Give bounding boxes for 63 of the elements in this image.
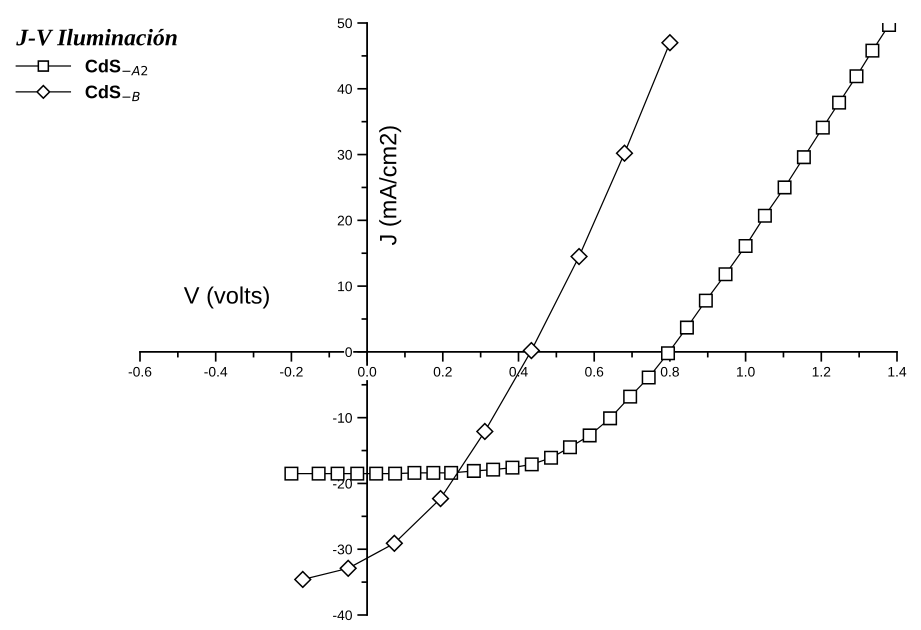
x-tick-label: 0.2 xyxy=(434,366,452,377)
point xyxy=(623,390,638,404)
point xyxy=(476,422,494,440)
point xyxy=(603,411,618,426)
point xyxy=(505,460,520,475)
legend-label: CdS$_{−A2}$ xyxy=(86,59,148,76)
point xyxy=(522,342,540,360)
x-tick-label: 0.8 xyxy=(660,366,679,377)
point xyxy=(388,466,402,481)
point xyxy=(865,44,880,58)
point xyxy=(294,570,312,588)
x-tick-label: -0.6 xyxy=(128,366,152,377)
x-tick-label: -0.4 xyxy=(204,366,228,377)
point xyxy=(778,180,792,194)
point xyxy=(698,294,713,308)
point xyxy=(466,464,481,478)
x-axis-title: V (volts) xyxy=(184,286,269,308)
y-tick-label: 30 xyxy=(338,150,352,160)
point xyxy=(832,96,846,110)
point xyxy=(616,144,634,162)
x-tick-label: 1.4 xyxy=(888,366,906,377)
point xyxy=(407,466,422,480)
point xyxy=(570,248,588,266)
point xyxy=(486,462,500,477)
point xyxy=(718,267,733,282)
point xyxy=(582,428,597,442)
x-tick-label: 1.0 xyxy=(737,366,755,377)
y-tick-label: 20 xyxy=(338,216,352,226)
x-tick-label: 0.6 xyxy=(585,366,604,377)
y-tick-label: -40 xyxy=(333,610,352,620)
y-tick-label: 50 xyxy=(338,18,352,28)
point xyxy=(796,150,811,164)
point xyxy=(849,69,864,84)
y-tick-label: 40 xyxy=(337,84,352,94)
point xyxy=(444,466,458,480)
x-tick-label: -0.2 xyxy=(280,366,303,377)
point xyxy=(432,490,450,508)
point xyxy=(284,466,298,481)
point xyxy=(660,346,676,360)
point xyxy=(544,450,558,465)
y-axis-title: J (mA/cm2) xyxy=(379,126,402,246)
point xyxy=(524,457,539,472)
point xyxy=(312,466,326,481)
y-tick-label: -10 xyxy=(333,413,352,423)
legend-title: J-V Iluminación xyxy=(16,28,177,46)
point xyxy=(426,466,440,480)
point xyxy=(562,440,577,454)
x-tick-label: 1.2 xyxy=(812,366,830,377)
y-tick-label: 10 xyxy=(338,281,352,292)
point xyxy=(661,34,679,52)
point xyxy=(680,320,694,335)
y-tick-label: 0 xyxy=(345,347,352,358)
y-tick-label: -30 xyxy=(333,544,352,554)
point xyxy=(738,238,753,253)
x-tick-label: 0.0 xyxy=(358,366,376,377)
point xyxy=(386,534,403,552)
point xyxy=(340,560,357,577)
point xyxy=(758,208,772,223)
point xyxy=(816,120,830,135)
point xyxy=(642,370,656,385)
point xyxy=(369,466,384,481)
point xyxy=(350,466,364,481)
legend-label: CdS$_{−B}$ xyxy=(86,85,140,102)
